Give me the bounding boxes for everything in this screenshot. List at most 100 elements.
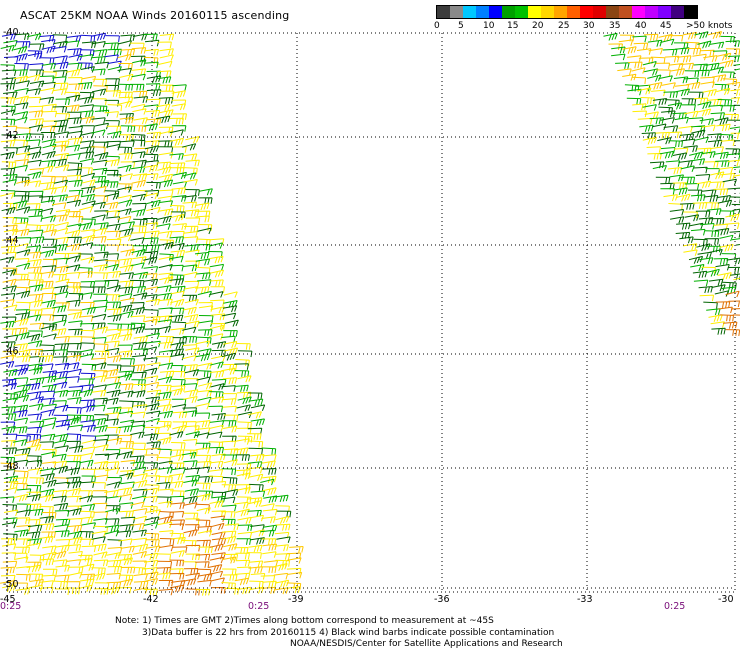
- wind-barb: [53, 502, 69, 511]
- wind-barb: [237, 435, 253, 443]
- wind-barb: [107, 60, 122, 68]
- wind-barb: [221, 352, 236, 361]
- wind-barb: [158, 315, 173, 323]
- wind-barb: [92, 105, 108, 113]
- wind-barb: [158, 130, 174, 137]
- wind-barb: [15, 41, 31, 48]
- wind-barb: [222, 568, 237, 576]
- wind-barb: [26, 203, 41, 210]
- wind-barb: [182, 264, 198, 272]
- wind-barb: [276, 536, 291, 543]
- wind-barb: [710, 321, 725, 328]
- wind-barb: [42, 545, 57, 553]
- wind-barb: [714, 290, 729, 297]
- wind-barb: [209, 446, 224, 454]
- wind-barb: [27, 314, 42, 322]
- wind-barb: [608, 43, 623, 50]
- wind-barb: [26, 438, 41, 447]
- wind-barb: [158, 476, 173, 483]
- wind-barb: [669, 209, 685, 216]
- wind-barb: [143, 33, 158, 41]
- wind-barb: [273, 572, 289, 580]
- wind-barb: [170, 298, 185, 307]
- wind-barb: [16, 237, 32, 244]
- wind-barb: [263, 560, 279, 567]
- wind-barb: [78, 206, 94, 213]
- wind-barb: [93, 559, 109, 567]
- wind-barb: [91, 175, 107, 183]
- wind-barb: [94, 588, 109, 595]
- wind-barb: [707, 208, 722, 216]
- wind-barb: [683, 249, 698, 256]
- wind-barb: [0, 83, 15, 90]
- wind-barb: [26, 494, 41, 502]
- wind-barb: [104, 412, 120, 419]
- wind-barb: [705, 268, 720, 277]
- wind-barb: [2, 285, 17, 293]
- wind-barb: [158, 466, 173, 474]
- wind-barb: [145, 516, 160, 524]
- wind-barb: [131, 193, 147, 201]
- wind-barb: [1, 341, 16, 349]
- wind-barb: [29, 133, 44, 141]
- wind-barb: [93, 326, 109, 334]
- wind-barb: [143, 588, 158, 596]
- wind-barb: [169, 255, 184, 263]
- wind-barb: [130, 83, 145, 91]
- wind-barb: [247, 461, 263, 469]
- wind-barb: [92, 186, 107, 193]
- wind-barb: [105, 347, 120, 355]
- lon-label: -42: [143, 594, 159, 605]
- legend-swatch: [541, 6, 554, 18]
- wind-barb: [28, 573, 44, 581]
- wind-barb: [52, 453, 67, 461]
- wind-barb: [2, 251, 17, 259]
- wind-barb: [79, 538, 95, 546]
- wind-barb: [79, 531, 94, 538]
- wind-barb: [118, 557, 133, 566]
- wind-barb: [13, 69, 28, 77]
- wind-barb: [694, 31, 709, 40]
- wind-barb: [54, 433, 69, 442]
- wind-barb: [172, 146, 187, 153]
- wind-barb: [157, 285, 172, 293]
- wind-barb: [713, 258, 729, 265]
- legend-swatch: [580, 6, 593, 18]
- wind-barb: [132, 371, 147, 379]
- wind-barb: [143, 578, 159, 586]
- wind-barb: [144, 104, 159, 112]
- wind-barb: [684, 183, 700, 190]
- wind-barb: [223, 414, 239, 422]
- wind-barb: [169, 117, 184, 125]
- wind-barb: [120, 358, 135, 365]
- wind-barb: [673, 187, 688, 195]
- wind-barb: [42, 551, 57, 560]
- wind-barbs: [0, 31, 740, 596]
- wind-barb: [26, 542, 41, 550]
- wind-barb: [262, 487, 277, 496]
- wind-barb: [664, 55, 680, 63]
- wind-barb: [170, 213, 185, 222]
- wind-barb: [182, 306, 197, 315]
- wind-barb: [119, 383, 134, 391]
- wind-barb: [42, 229, 57, 237]
- wind-barb: [16, 349, 31, 357]
- wind-barb: [732, 208, 740, 216]
- wind-barb: [14, 88, 29, 95]
- note-line-2: 3)Data buffer is 22 hrs from 20160115 4)…: [142, 628, 555, 638]
- wind-barb: [731, 203, 740, 206]
- wind-barb: [636, 48, 652, 55]
- wind-barb: [13, 426, 28, 434]
- wind-barb: [91, 68, 106, 76]
- wind-barb: [15, 290, 31, 299]
- wind-barb: [15, 566, 31, 573]
- wind-barb: [183, 529, 198, 538]
- wind-barb: [684, 214, 700, 222]
- wind-barb: [678, 125, 693, 133]
- wind-barb: [131, 73, 146, 81]
- wind-barb: [41, 175, 56, 183]
- wind-barb: [159, 208, 174, 216]
- wind-barb: [78, 584, 93, 592]
- wind-barb: [54, 152, 70, 161]
